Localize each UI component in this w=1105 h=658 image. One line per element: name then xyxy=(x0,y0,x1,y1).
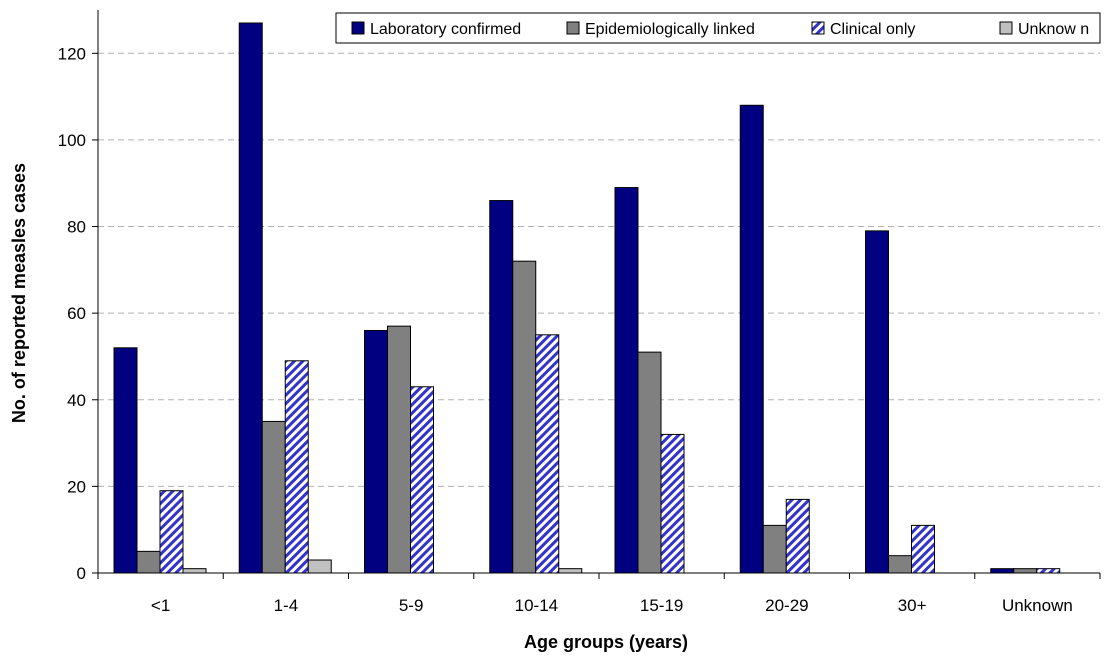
legend-swatch xyxy=(999,21,1013,35)
x-tick-label: 20-29 xyxy=(765,596,808,615)
y-tick-label: 20 xyxy=(67,477,86,496)
bar xyxy=(489,200,514,574)
x-tick-label: 1-4 xyxy=(274,596,299,615)
legend-swatch xyxy=(566,21,580,35)
bar xyxy=(136,550,161,574)
legend-box xyxy=(335,12,1101,44)
bar xyxy=(614,187,639,574)
y-tick-label: 80 xyxy=(67,218,86,237)
y-tick-label: 0 xyxy=(77,564,86,583)
bar xyxy=(387,325,411,574)
legend-label: Unknow n xyxy=(1018,21,1089,38)
legend-label: Epidemiologically linked xyxy=(585,21,755,38)
bar xyxy=(660,433,685,574)
bar xyxy=(364,329,388,574)
bar xyxy=(911,524,935,574)
legend-swatch xyxy=(811,21,825,35)
bar xyxy=(238,22,263,574)
bar xyxy=(1013,568,1038,574)
bar xyxy=(865,230,889,574)
legend: Laboratory confirmed Epidemiologically li… xyxy=(335,12,1101,44)
y-tick-label: 40 xyxy=(67,391,86,410)
gridlines xyxy=(98,52,1100,487)
bar xyxy=(785,498,810,574)
bar xyxy=(990,568,1015,574)
bar xyxy=(113,347,138,574)
bar xyxy=(535,334,560,574)
legend-label: Clinical only xyxy=(830,21,915,38)
x-tick-label: <1 xyxy=(151,596,170,615)
bar xyxy=(637,351,662,574)
x-tick-label: 5-9 xyxy=(399,596,424,615)
bar xyxy=(1036,568,1061,574)
bar xyxy=(159,490,184,574)
bar xyxy=(182,568,207,574)
x-tick-label: 10-14 xyxy=(515,596,558,615)
bar xyxy=(762,524,787,574)
bar xyxy=(307,559,332,574)
y-tick-label: 60 xyxy=(67,304,86,323)
y-tick-label: 120 xyxy=(58,44,86,63)
bar xyxy=(739,104,764,574)
legend-swatch xyxy=(351,21,365,35)
bar xyxy=(410,386,434,574)
bar xyxy=(284,360,309,574)
bar xyxy=(512,260,537,574)
bars xyxy=(113,22,1061,574)
bar xyxy=(888,555,912,574)
x-tick-label: 30+ xyxy=(898,596,927,615)
tick-labels: 0 20 40 60 80 100 120 <1 1-4 5-9 10-14 15-19 20-29 30… xyxy=(58,44,1073,615)
y-tick-label: 100 xyxy=(58,131,86,150)
x-tick-label: Unknown xyxy=(1002,596,1073,615)
x-axis-title: Age groups (years) xyxy=(524,632,688,652)
x-tick-label: 15-19 xyxy=(640,596,683,615)
legend-label: Laboratory confirmed xyxy=(370,21,521,38)
bar xyxy=(261,420,286,574)
bar xyxy=(558,568,583,574)
axes xyxy=(92,10,1101,579)
y-axis-title: No. of reported measles cases xyxy=(9,163,29,423)
